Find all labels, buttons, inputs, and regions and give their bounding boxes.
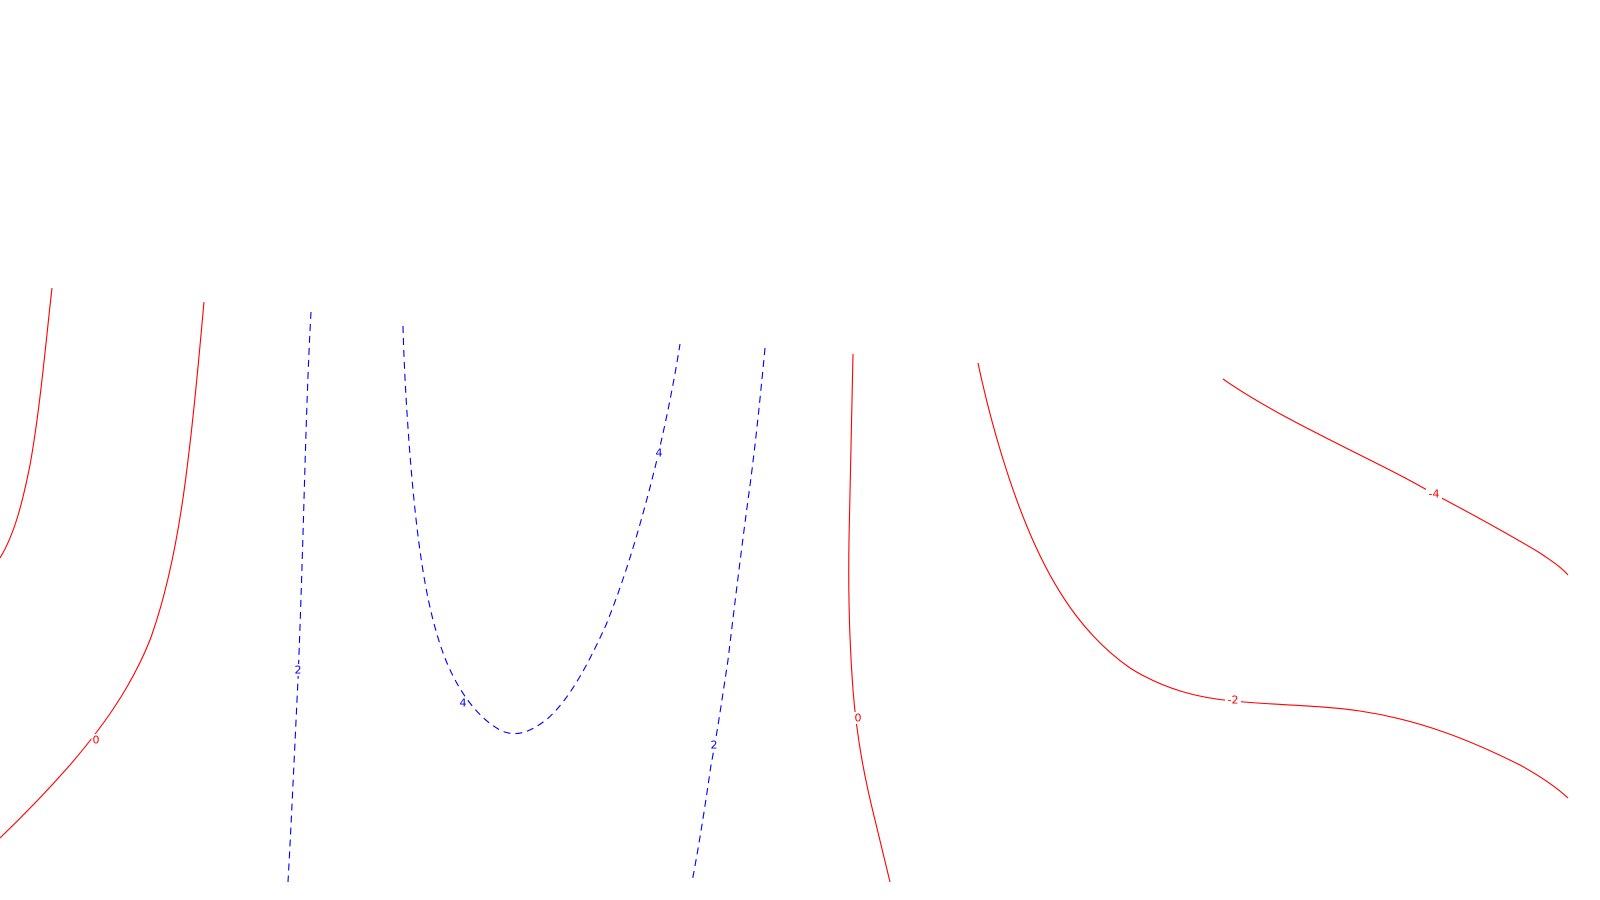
contour-label-bg (853, 712, 863, 724)
contour-line-level-0-0 (0, 287, 53, 559)
contour-line-level-2-2 (287, 311, 312, 883)
contour-line-level-4-3 (402, 325, 681, 735)
contour-label-bg (458, 697, 468, 709)
contour-line-level-neg4-7 (1222, 378, 1569, 576)
contour-label-bg (654, 447, 664, 459)
contour-label-neg2-6-0: -2 (1228, 694, 1239, 707)
contour-label-bg (293, 664, 303, 676)
contour-label-2-2-0: 2 (295, 664, 302, 677)
contour-label-bg (1225, 694, 1241, 706)
contour-label-4-3-0: 4 (460, 697, 467, 710)
contour-label-4-3-1: 4 (656, 447, 663, 460)
contour-line-level-neg2-6 (977, 362, 1569, 799)
contour-label-bg (91, 734, 101, 746)
contour-label-bg (1426, 488, 1442, 500)
contour-label-neg4-7-0: -4 (1429, 488, 1440, 501)
contour-line-level-2-4 (691, 347, 766, 883)
contour-label-bg (709, 739, 719, 751)
contour-line-level-0-5 (848, 353, 891, 883)
contour-line-level-0-1 (0, 301, 205, 839)
contour-label-0-5-0: 0 (855, 712, 862, 725)
contour-label-0-1-0: 0 (93, 734, 100, 747)
contour-label-2-4-0: 2 (711, 739, 718, 752)
